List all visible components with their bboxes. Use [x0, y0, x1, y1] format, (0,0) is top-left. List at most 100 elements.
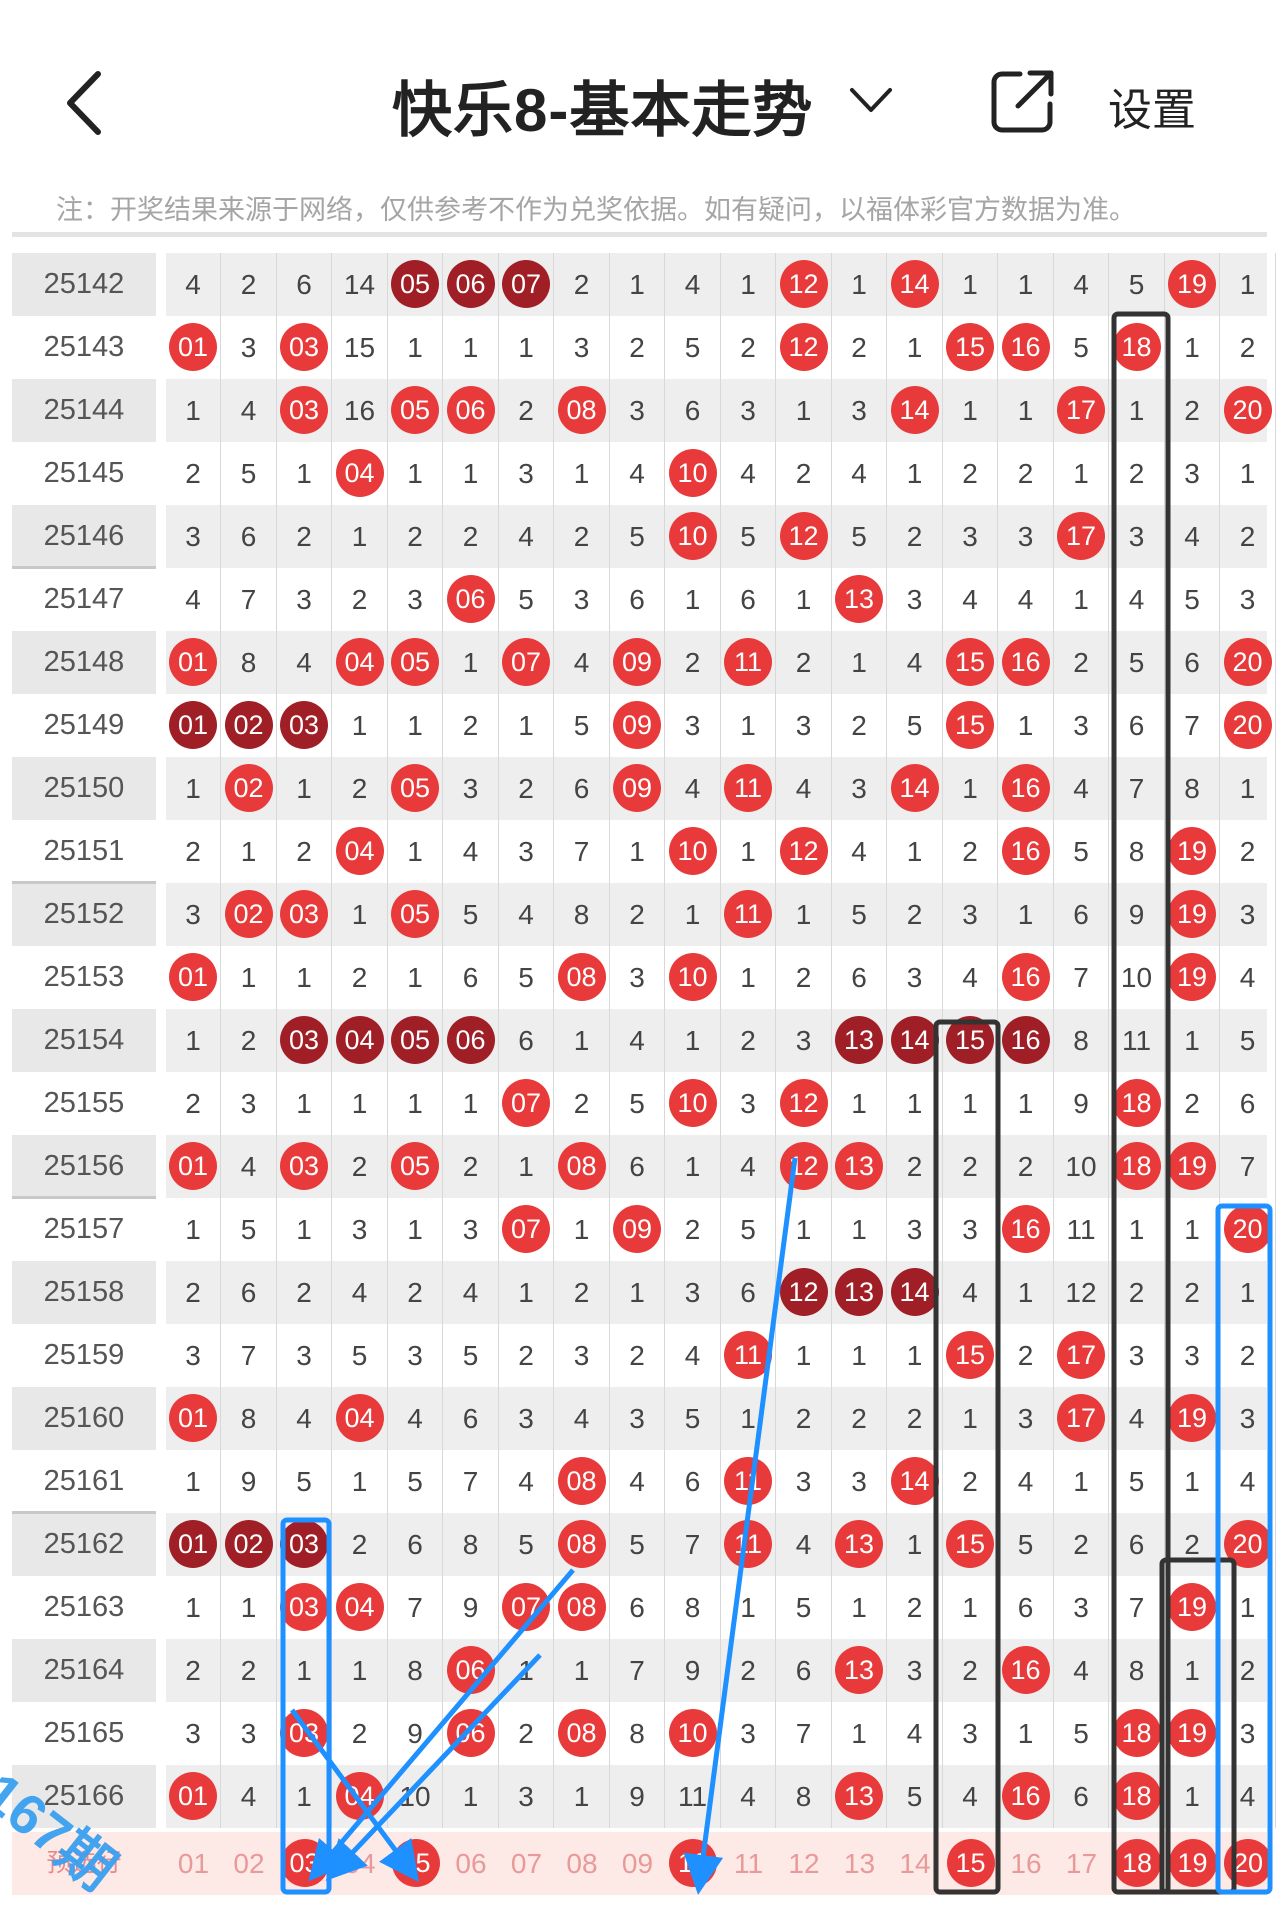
issue-number: 25162 — [12, 1513, 166, 1576]
pick-cell[interactable]: 04 — [344, 1848, 376, 1879]
selected-pick-ball[interactable]: 19 — [1168, 1839, 1217, 1887]
number-cell: 2 — [166, 820, 221, 883]
pick-cell[interactable]: 06 — [455, 1848, 487, 1879]
number-cell: 7 — [777, 1702, 832, 1765]
pick-cell[interactable]: 18 — [1110, 1832, 1165, 1895]
number-cell: 5 — [555, 694, 610, 757]
selected-pick-ball[interactable]: 10 — [669, 1839, 717, 1887]
pick-cell[interactable]: 08 — [566, 1848, 598, 1879]
selected-pick-ball[interactable]: 15 — [946, 1839, 995, 1887]
pick-row[interactable]: 预选行 01 02 03 04 05 06 07 08 09 10 11 12 13 14 15 16 17 18 1… — [12, 1832, 1272, 1895]
selected-pick-ball[interactable]: 18 — [1113, 1839, 1161, 1887]
number-cell: 9 — [222, 1450, 277, 1513]
drawn-ball: 16 — [1001, 1772, 1050, 1820]
pick-cell[interactable]: 09 — [621, 1848, 654, 1879]
number-cell: 1 — [277, 946, 332, 1009]
pick-cell[interactable]: 15 — [943, 1832, 998, 1895]
drawn-ball: 07 — [502, 638, 550, 686]
number-cell: 18 — [1110, 1072, 1165, 1135]
drawn-ball: 11 — [724, 1331, 772, 1379]
row-background — [12, 946, 1267, 1009]
number-cell: 13 — [832, 568, 887, 631]
pick-cell[interactable]: 03 — [277, 1832, 332, 1895]
number-cell: 3 — [499, 442, 554, 505]
number-cell: 3 — [666, 1261, 721, 1324]
number-cell: 1 — [943, 757, 998, 820]
number-cell: 3 — [721, 1702, 776, 1765]
selected-pick-ball[interactable]: 05 — [391, 1839, 440, 1887]
page-title[interactable]: 快乐8-基本走势 — [392, 77, 814, 144]
share-icon[interactable] — [990, 68, 1056, 134]
number-cell: 6 — [222, 505, 277, 568]
selected-pick-ball[interactable]: 03 — [280, 1839, 329, 1887]
pick-cell[interactable]: 01 — [177, 1848, 210, 1879]
number-cell: 7 — [444, 1450, 499, 1513]
number-cell: 3 — [777, 694, 832, 757]
pick-cell[interactable]: 02 — [233, 1848, 265, 1879]
pick-cell[interactable]: 20 — [1221, 1832, 1276, 1895]
number-cell: 06 — [444, 1009, 499, 1072]
selected-pick-ball[interactable]: 20 — [1224, 1839, 1272, 1887]
number-cell: 3 — [166, 1324, 221, 1387]
number-cell: 3 — [222, 316, 277, 379]
number-cell: 3 — [1221, 1702, 1276, 1765]
number-cell: 15 — [943, 1513, 998, 1576]
number-cell: 06 — [444, 1702, 499, 1765]
number-cell: 01 — [166, 1513, 221, 1576]
number-cell: 03 — [277, 694, 332, 757]
number-cell: 17 — [1054, 1387, 1109, 1450]
drawn-ball: 11 — [724, 638, 772, 686]
drawn-ball: 04 — [335, 827, 384, 875]
issue-number: 25166 — [12, 1765, 166, 1828]
pick-cell[interactable]: 17 — [1065, 1848, 1098, 1879]
number-cell: 1 — [388, 316, 443, 379]
number-cell: 1 — [277, 1765, 332, 1828]
drawn-ball: 07 — [502, 1583, 550, 1631]
back-arrow-icon[interactable] — [60, 68, 110, 138]
number-cell: 2 — [499, 1702, 554, 1765]
number-cell: 2 — [555, 253, 610, 316]
number-cell: 01 — [166, 694, 221, 757]
number-cell: 05 — [388, 379, 443, 442]
number-cell: 5 — [499, 946, 554, 1009]
pick-cell[interactable]: 10 — [666, 1832, 721, 1895]
number-cell: 08 — [555, 1576, 610, 1639]
number-cell: 4 — [666, 757, 721, 820]
number-cell: 11 — [721, 1450, 776, 1513]
pick-cell[interactable]: 13 — [843, 1848, 876, 1879]
row-background — [12, 1009, 1267, 1072]
number-cell: 2 — [1221, 1324, 1276, 1387]
pick-cell[interactable]: 11 — [733, 1848, 764, 1879]
chevron-down-icon[interactable] — [846, 80, 896, 120]
pick-cell[interactable]: 07 — [510, 1848, 543, 1879]
pick-cell[interactable]: 19 — [1165, 1832, 1220, 1895]
number-cell: 2 — [1054, 1513, 1109, 1576]
pick-cell[interactable]: 14 — [899, 1848, 931, 1879]
number-cell: 19 — [1165, 1702, 1220, 1765]
number-cell: 01 — [166, 1387, 221, 1450]
number-cell: 09 — [610, 1198, 665, 1261]
pick-cell[interactable]: 16 — [1010, 1848, 1042, 1879]
pick-cell[interactable]: 05 — [388, 1832, 443, 1895]
number-cell: 2 — [721, 316, 776, 379]
drawn-ball: 19 — [1168, 1709, 1216, 1757]
number-cell: 5 — [888, 694, 943, 757]
consecutive-ball: 03 — [280, 701, 328, 749]
number-cell: 2 — [1221, 820, 1276, 883]
number-cell: 6 — [1110, 1513, 1165, 1576]
number-cell: 1 — [666, 1135, 721, 1198]
pick-cell[interactable]: 12 — [788, 1848, 820, 1879]
number-cell: 1 — [222, 1576, 277, 1639]
number-cell: 8 — [610, 1702, 665, 1765]
number-cell: 02 — [222, 1513, 277, 1576]
consecutive-ball: 13 — [835, 1268, 883, 1316]
number-cell: 5 — [666, 316, 721, 379]
drawn-ball: 17 — [1057, 1394, 1105, 1442]
drawn-ball: 03 — [280, 1142, 328, 1190]
settings-button[interactable]: 设置 — [1108, 86, 1196, 135]
drawn-ball: 01 — [169, 323, 217, 371]
consecutive-ball: 16 — [1001, 1016, 1050, 1064]
row-background — [12, 1450, 1267, 1513]
pick-row-label: 预选行 — [12, 1832, 166, 1895]
number-cell: 1 — [1221, 442, 1276, 505]
